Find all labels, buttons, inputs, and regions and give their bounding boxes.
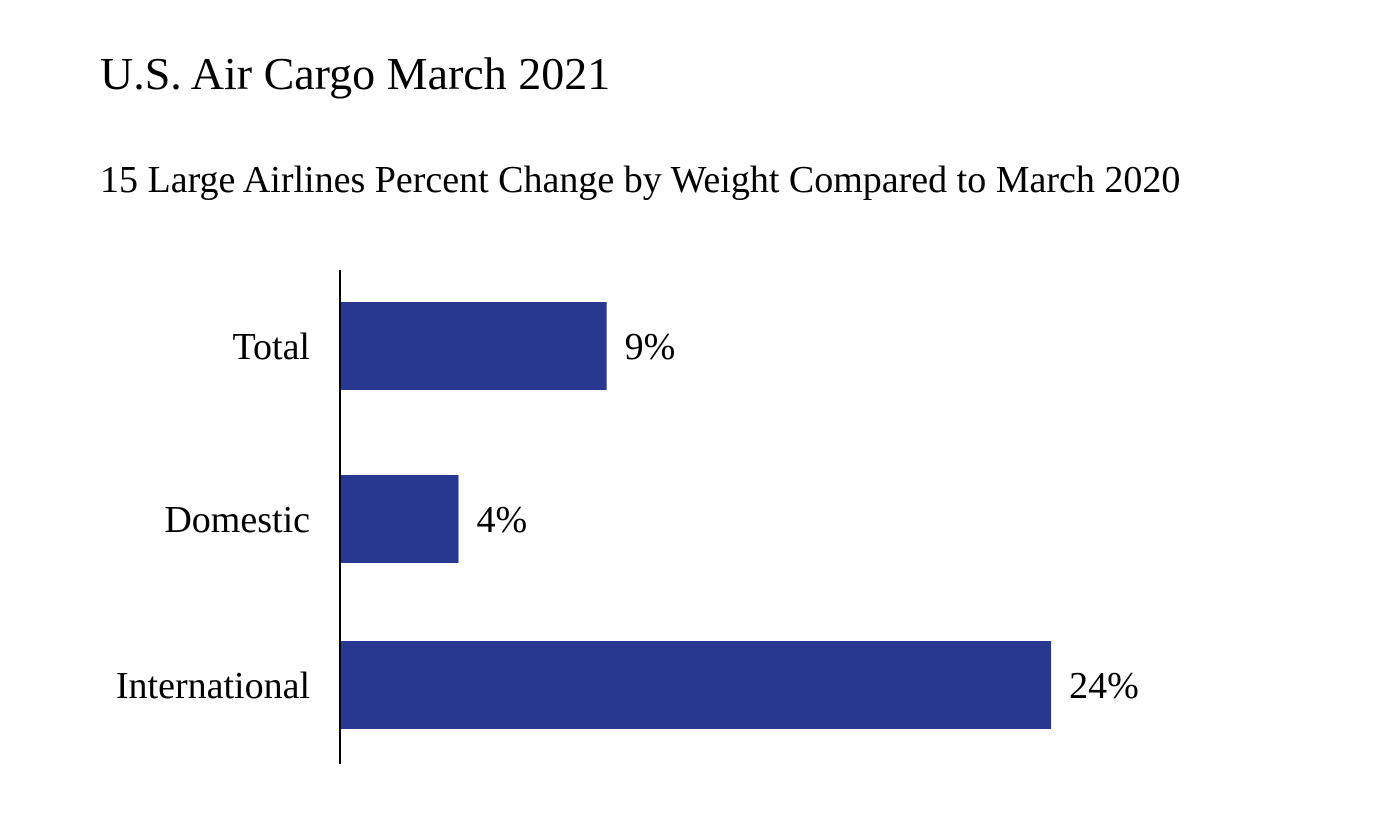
bar-international — [340, 641, 1052, 729]
bar-domestic — [340, 475, 459, 563]
category-label-international: International — [116, 665, 310, 707]
chart-subtitle: 15 Large Airlines Percent Change by Weig… — [100, 159, 1181, 201]
category-label-total: Total — [232, 326, 310, 368]
bars-group — [340, 302, 1052, 729]
value-labels-group: 9% 4% 24% — [477, 326, 1139, 707]
category-label-domestic: Domestic — [164, 499, 310, 541]
category-labels-group: Total Domestic International — [116, 326, 310, 707]
value-label-domestic: 4% — [477, 499, 528, 541]
chart-title: U.S. Air Cargo March 2021 — [100, 48, 611, 99]
value-label-international: 24% — [1069, 665, 1139, 707]
value-label-total: 9% — [625, 326, 676, 368]
bar-total — [340, 302, 607, 390]
